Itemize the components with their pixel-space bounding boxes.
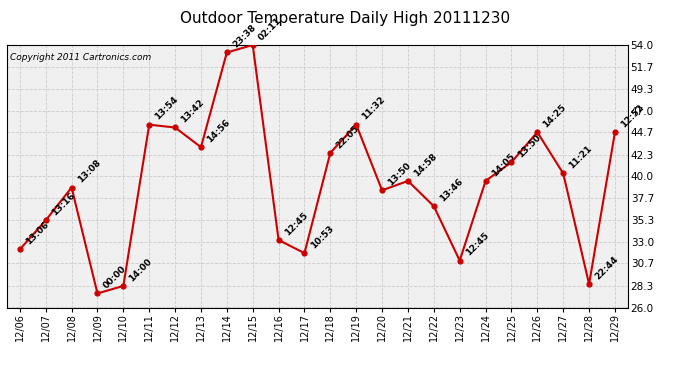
Text: 22:44: 22:44: [593, 255, 620, 281]
Point: [402, 178, 413, 184]
Point: [532, 129, 543, 135]
Text: 13:08: 13:08: [76, 158, 102, 185]
Point: [66, 184, 77, 190]
Text: 13:50: 13:50: [386, 161, 413, 188]
Text: 02:11: 02:11: [257, 16, 284, 42]
Point: [609, 129, 620, 135]
Text: 23:38: 23:38: [231, 23, 257, 50]
Text: 00:00: 00:00: [101, 264, 128, 291]
Text: 12:45: 12:45: [464, 231, 491, 258]
Text: 14:05: 14:05: [490, 152, 516, 178]
Point: [144, 122, 155, 128]
Point: [273, 237, 284, 243]
Text: 13:54: 13:54: [153, 95, 180, 122]
Point: [221, 50, 233, 55]
Text: 13:16: 13:16: [50, 191, 77, 217]
Text: 14:00: 14:00: [128, 256, 154, 283]
Text: 13:46: 13:46: [438, 177, 464, 204]
Text: Outdoor Temperature Daily High 20111230: Outdoor Temperature Daily High 20111230: [180, 11, 510, 26]
Text: 14:56: 14:56: [205, 118, 232, 144]
Point: [118, 283, 129, 289]
Point: [454, 258, 465, 264]
Point: [14, 246, 26, 252]
Text: Copyright 2011 Cartronics.com: Copyright 2011 Cartronics.com: [10, 53, 151, 62]
Point: [170, 124, 181, 130]
Point: [558, 171, 569, 177]
Text: 11:32: 11:32: [360, 95, 387, 122]
Point: [480, 178, 491, 184]
Point: [351, 122, 362, 128]
Point: [299, 250, 310, 256]
Text: 14:58: 14:58: [412, 152, 439, 178]
Text: 10:53: 10:53: [308, 224, 335, 251]
Point: [195, 144, 206, 150]
Text: 13:50: 13:50: [515, 133, 542, 159]
Point: [325, 150, 336, 156]
Point: [584, 281, 595, 287]
Text: 12:45: 12:45: [283, 210, 309, 237]
Text: 14:25: 14:25: [542, 103, 568, 129]
Point: [40, 217, 51, 223]
Point: [506, 159, 517, 165]
Point: [247, 42, 258, 48]
Point: [377, 187, 388, 194]
Text: 12:52: 12:52: [619, 103, 646, 129]
Text: 22:05: 22:05: [335, 123, 361, 150]
Point: [428, 203, 440, 209]
Text: 13:42: 13:42: [179, 98, 206, 125]
Point: [92, 290, 103, 296]
Text: 11:21: 11:21: [567, 144, 594, 171]
Text: 13:06: 13:06: [24, 220, 50, 247]
